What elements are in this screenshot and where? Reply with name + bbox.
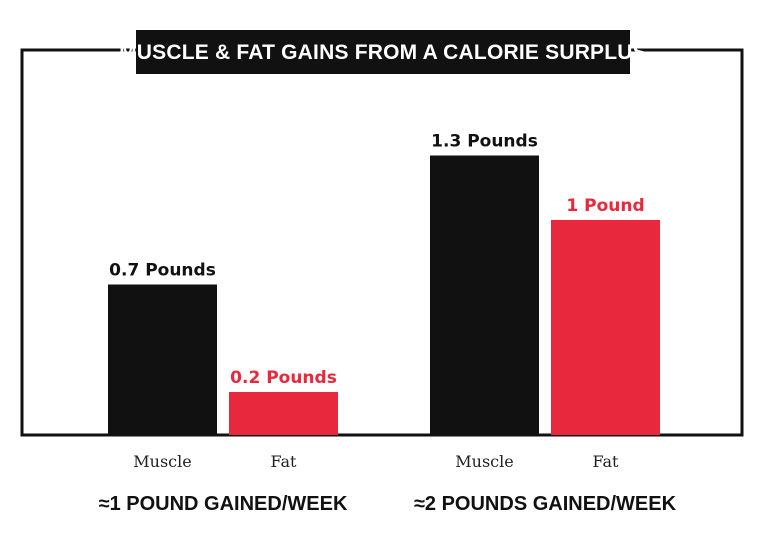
bar-group1-muscle — [108, 284, 217, 435]
tick-label-group2-fat: Fat — [593, 452, 620, 471]
chart-title: MUSCLE & FAT GAINS FROM A CALORIE SURPLU… — [119, 41, 647, 64]
tick-labels-layer: Muscle Fat Muscle Fat — [133, 452, 619, 471]
bar-labels-layer: 0.7 Pounds 0.2 Pounds 1.3 Pounds 1 Pound — [109, 132, 644, 389]
data-label-group1-fat: 0.2 Pounds — [230, 368, 337, 388]
group-label-1: ≈1 POUND GAINED/WEEK — [99, 493, 348, 515]
group-labels-layer: ≈1 POUND GAINED/WEEK ≈2 POUNDS GAINED/WEE… — [99, 493, 677, 515]
data-label-group2-muscle: 1.3 Pounds — [431, 132, 538, 152]
tick-label-group1-fat: Fat — [271, 452, 298, 471]
bar-group2-fat — [551, 220, 660, 435]
tick-label-group2-muscle: Muscle — [455, 452, 513, 471]
data-label-group1-muscle: 0.7 Pounds — [109, 261, 216, 281]
title-banner — [136, 30, 630, 74]
data-label-group2-fat: 1 Pound — [566, 196, 644, 216]
bar-group1-fat — [229, 392, 338, 435]
group-label-2: ≈2 POUNDS GAINED/WEEK — [414, 493, 677, 515]
bars-layer — [108, 155, 660, 435]
bar-group2-muscle — [430, 155, 539, 435]
tick-label-group1-muscle: Muscle — [133, 452, 191, 471]
